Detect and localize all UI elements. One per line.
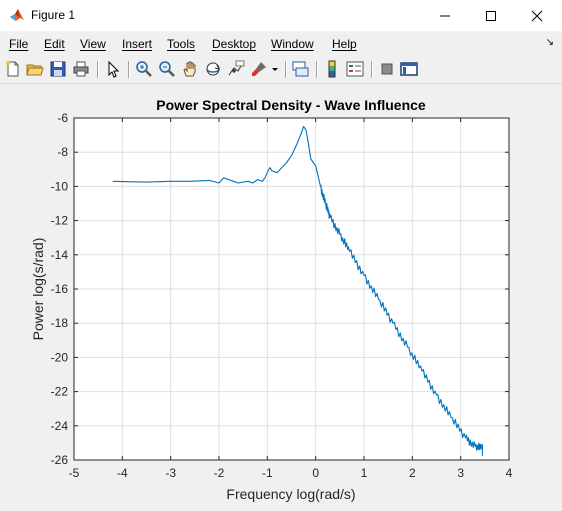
data-cursor-icon[interactable] (226, 59, 246, 79)
new-figure-icon[interactable] (3, 59, 23, 79)
matlab-icon (10, 9, 24, 21)
x-tick-label: 1 (361, 466, 368, 480)
y-tick-label: -8 (57, 145, 68, 159)
open-file-icon[interactable] (25, 59, 45, 79)
colorbar-icon[interactable] (322, 59, 342, 79)
close-button[interactable] (514, 0, 560, 31)
minimize-button[interactable] (422, 0, 468, 31)
menu-edit[interactable]: Edit (44, 37, 65, 51)
figure-canvas: -5 -4 -3 -2 -1 0 1 2 3 4 -6 -8 -10 -12 -14 -16 -18 -20 -2… (0, 84, 562, 506)
y-axis-label: Power log(s/rad) (30, 238, 46, 341)
print-icon[interactable] (71, 59, 91, 79)
pointer-icon[interactable] (103, 59, 123, 79)
x-axis-label: Frequency log(rad/s) (226, 486, 355, 502)
toolbar-separator (97, 61, 99, 78)
minimize-icon (440, 15, 450, 16)
zoom-out-icon[interactable] (157, 59, 177, 79)
chevron-down-icon[interactable] (269, 59, 281, 79)
brush-icon[interactable] (249, 59, 269, 79)
menu-file[interactable]: File (9, 37, 29, 51)
menu-bar: File Edit View Insert Tools Desktop Wind… (0, 33, 562, 54)
window-title: Figure 1 (31, 8, 76, 22)
link-plot-icon[interactable] (290, 59, 310, 79)
maximize-icon (486, 10, 496, 21)
dock-arrow-icon[interactable]: ↘ (545, 37, 554, 48)
toolbar-separator (128, 61, 130, 78)
x-tick-label: 0 (312, 466, 319, 480)
zoom-in-icon[interactable] (134, 59, 154, 79)
toolbar-separator (371, 61, 373, 78)
y-tick-label: -24 (51, 419, 69, 433)
show-plot-tools-icon[interactable] (399, 59, 419, 79)
y-tick-label: -20 (51, 350, 69, 364)
data-series (112, 125, 483, 457)
y-tick-label: -22 (51, 385, 69, 399)
save-icon[interactable] (48, 59, 68, 79)
hide-plot-tools-icon[interactable] (377, 59, 397, 79)
x-tick-label: 2 (409, 466, 416, 480)
chart-title: Power Spectral Density - Wave Influence (156, 97, 426, 113)
x-tick-label: -5 (69, 466, 80, 480)
maximize-button[interactable] (468, 0, 514, 31)
menu-window[interactable]: Window (271, 37, 314, 51)
title-bar: Figure 1 (0, 0, 562, 31)
toolbar-separator (316, 61, 318, 78)
rotate-3d-icon[interactable] (203, 59, 223, 79)
toolbar (0, 56, 562, 84)
y-tick-label: -18 (51, 316, 69, 330)
x-tick-labels: -5 -4 -3 -2 -1 0 1 2 3 4 (69, 466, 513, 480)
toolbar-separator (285, 61, 287, 78)
y-tick-label: -12 (51, 214, 69, 228)
menu-insert[interactable]: Insert (122, 37, 153, 51)
y-tick-label: -16 (51, 282, 69, 296)
x-tick-label: 4 (506, 466, 513, 480)
psd-chart: -5 -4 -3 -2 -1 0 1 2 3 4 -6-8-10-12-14-16-18-20-2… (30, 97, 513, 502)
legend-icon[interactable] (345, 59, 365, 79)
menu-desktop[interactable]: Desktop (212, 37, 257, 51)
grid-lines (74, 118, 509, 460)
menu-help[interactable]: Help (332, 37, 357, 51)
x-tick-label: -3 (165, 466, 176, 480)
y-tick-label: -10 (51, 179, 69, 193)
y-tick-marks (74, 117, 509, 461)
menu-tools[interactable]: Tools (167, 37, 196, 51)
y-tick-labels: -6 -8 -10 -12 -14 -16 -18 -20 -22 -24 -26 (51, 111, 69, 467)
pan-hand-icon[interactable] (180, 59, 200, 79)
psd-line (112, 125, 483, 457)
y-tick-label: -14 (51, 248, 69, 262)
x-tick-label: 3 (457, 466, 464, 480)
y-tick-label: -6 (57, 111, 68, 125)
x-tick-marks (73, 118, 510, 460)
x-tick-label: -4 (117, 466, 128, 480)
menu-view[interactable]: View (80, 37, 106, 51)
y-tick-label: -26 (51, 453, 69, 467)
x-tick-label: -1 (262, 466, 273, 480)
x-tick-label: -2 (214, 466, 225, 480)
close-icon (531, 10, 543, 21)
